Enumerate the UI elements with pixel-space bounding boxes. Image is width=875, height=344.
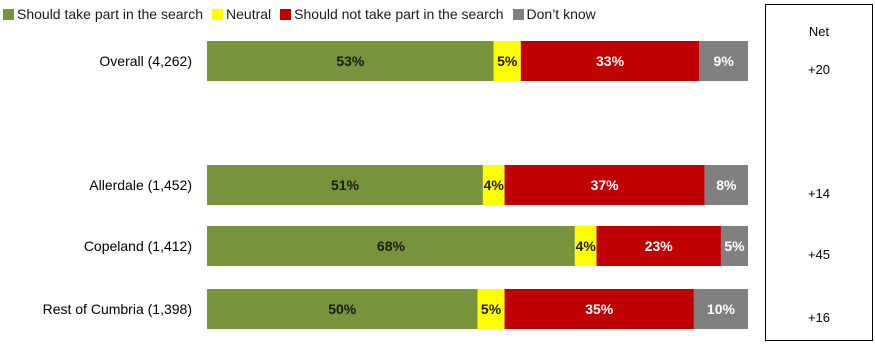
data-label: 68% (377, 238, 406, 254)
net-value: +45 (807, 247, 831, 262)
data-label: 10% (707, 301, 736, 317)
legend-swatch (212, 8, 224, 20)
data-label: 4% (576, 238, 597, 254)
bar-segment (574, 226, 597, 266)
data-label: 5% (497, 53, 518, 69)
data-label: 23% (645, 238, 674, 254)
data-label: 35% (585, 301, 614, 317)
net-value: +20 (807, 62, 831, 77)
data-label: 4% (484, 177, 505, 193)
bar-segment (482, 165, 505, 205)
legend-item: Should not take part in the search (277, 6, 504, 22)
bar-segment (704, 165, 748, 205)
legend-swatch (3, 8, 14, 20)
bar-segment (504, 165, 705, 205)
data-label: 5% (724, 238, 745, 254)
legend: Should take part in the search Neutral Sho… (0, 4, 602, 24)
bar-segment (693, 289, 748, 329)
net-value: +16 (807, 310, 831, 325)
category-label: Rest of Cumbria (1,398) (43, 301, 192, 317)
net-panel: Net +20 +14 +45 +16 (765, 4, 873, 341)
bar-segment (596, 226, 721, 266)
legend-swatch (280, 8, 292, 20)
net-value: +14 (807, 186, 831, 201)
legend-item: Neutral (209, 6, 271, 22)
data-label: 53% (336, 53, 365, 69)
legend-item: Don’t know (510, 6, 596, 22)
bar-segment (720, 226, 748, 266)
category-label: Overall (4,262) (99, 53, 192, 69)
legend-label: Should take part in the search (17, 6, 204, 22)
data-label: 8% (716, 177, 737, 193)
bar-segment (504, 289, 694, 329)
data-label: 5% (481, 301, 502, 317)
data-label: 9% (714, 53, 735, 69)
bar-segment (699, 41, 748, 81)
bar-segment (207, 165, 483, 205)
category-label: Copeland (1,412) (84, 238, 192, 254)
bar-segment (477, 289, 505, 329)
bar-segment (207, 41, 494, 81)
category-label: Allerdale (1,452) (89, 177, 192, 193)
net-header: Net (808, 24, 830, 39)
legend-swatch (512, 8, 524, 20)
bar-segment (520, 41, 700, 81)
data-label: 37% (591, 177, 620, 193)
legend-label: Should not take part in the search (294, 6, 504, 22)
stacked-bar-chart: Overall (4,262) 53% 5% 33% 9% Allerdale (1,45… (43, 41, 748, 329)
bar-segment (207, 226, 575, 266)
legend-item: Should take part in the search (0, 6, 203, 22)
legend-label: Neutral (226, 6, 272, 22)
data-label: 50% (328, 301, 357, 317)
data-label: 33% (596, 53, 625, 69)
bar-segment (207, 289, 478, 329)
data-label: 51% (331, 177, 360, 193)
bar-segment (493, 41, 521, 81)
legend-label: Don’t know (526, 6, 596, 22)
